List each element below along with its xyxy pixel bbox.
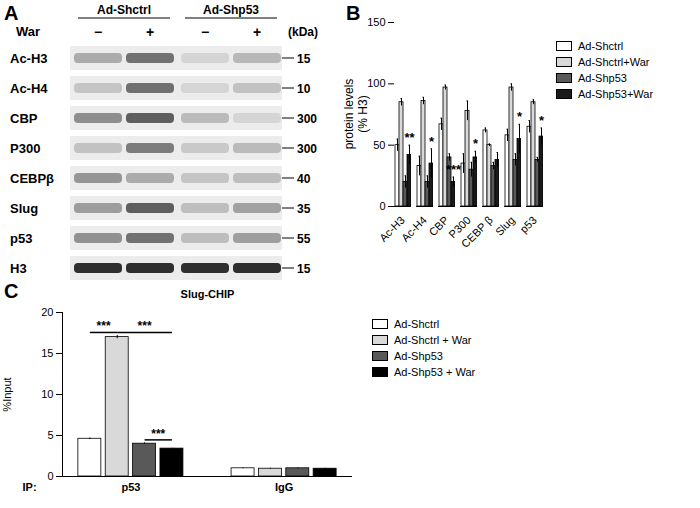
svg-text:40: 40 [297, 172, 311, 186]
svg-text:20: 20 [41, 306, 53, 318]
html-text:Ad-Shctrl+War: Ad-Shctrl+War [578, 56, 650, 68]
svg-text:−: − [201, 24, 209, 40]
svg-text:35: 35 [297, 202, 311, 216]
svg-text:*: * [473, 136, 479, 151]
svg-text:IgG: IgG [275, 481, 293, 493]
svg-text:100: 100 [367, 77, 385, 89]
svg-text:55: 55 [297, 232, 311, 246]
svg-text:Ad-Shp53: Ad-Shp53 [203, 3, 259, 17]
html-text:protein levels: protein levels [342, 78, 356, 150]
html-text:Ad-Shp53 + War: Ad-Shp53 + War [394, 366, 476, 378]
svg-text:p53: p53 [517, 214, 538, 235]
svg-text:0: 0 [379, 200, 385, 212]
svg-text:5: 5 [47, 429, 53, 441]
svg-text:300: 300 [297, 142, 317, 156]
svg-text:300: 300 [297, 112, 317, 126]
svg-text:Ac-H3: Ac-H3 [10, 51, 48, 66]
svg-text:***: *** [138, 319, 152, 333]
svg-text:15: 15 [297, 52, 311, 66]
svg-text:H3: H3 [10, 261, 27, 276]
svg-text:CBP: CBP [426, 214, 450, 238]
html-text:Ad-Shp53+War: Ad-Shp53+War [578, 88, 654, 100]
html-text:B: B [346, 2, 361, 24]
svg-text:Ac-H4: Ac-H4 [10, 81, 48, 96]
svg-text:10: 10 [41, 388, 53, 400]
html-text:Ad-Shp53: Ad-Shp53 [394, 350, 443, 362]
svg-text:CBP: CBP [10, 111, 38, 126]
svg-text:0: 0 [47, 470, 53, 482]
html-text:(% H3): (% H3) [356, 95, 370, 133]
svg-text:150: 150 [367, 16, 385, 28]
svg-text:Ad-Shctrl: Ad-Shctrl [97, 3, 151, 17]
svg-text:CEBPβ: CEBPβ [10, 171, 54, 186]
svg-text:15: 15 [297, 262, 311, 276]
svg-text:Slug-CHIP: Slug-CHIP [181, 288, 235, 300]
svg-text:(kDa): (kDa) [288, 25, 318, 39]
svg-text:IP:: IP: [23, 481, 37, 493]
html-text:Ad-Shctrl: Ad-Shctrl [394, 318, 440, 330]
html-text:C: C [4, 280, 19, 302]
svg-text:p53: p53 [10, 231, 32, 246]
svg-text:Slug: Slug [10, 201, 38, 216]
svg-text:**: ** [404, 130, 415, 145]
svg-text:p53: p53 [121, 481, 140, 493]
html-text:Ad-Shp53: Ad-Shp53 [578, 72, 627, 84]
svg-text:CEBP β: CEBP β [459, 214, 495, 250]
svg-text:P300: P300 [10, 141, 40, 156]
svg-text:***: *** [97, 319, 111, 333]
svg-text:10: 10 [297, 82, 311, 96]
html-text:Ad-Shctrl: Ad-Shctrl [578, 40, 624, 52]
svg-text:15: 15 [41, 347, 53, 359]
svg-text:***: *** [446, 162, 462, 177]
svg-text:War: War [16, 24, 40, 39]
svg-text:P300: P300 [446, 213, 473, 241]
html-text:Ad-Shctrl + War: Ad-Shctrl + War [394, 334, 472, 346]
svg-text:50: 50 [373, 139, 385, 151]
svg-text:+: + [146, 24, 154, 40]
html-text:A: A [4, 2, 19, 24]
svg-text:*: * [429, 134, 435, 149]
svg-text:*: * [539, 113, 545, 128]
svg-text:Ac-H4: Ac-H4 [399, 214, 429, 244]
svg-text:%Input: %Input [1, 377, 13, 411]
svg-text:Ac-H3: Ac-H3 [376, 213, 407, 244]
svg-text:*: * [517, 109, 523, 124]
svg-text:−: − [94, 24, 102, 40]
svg-text:Slug: Slug [493, 214, 517, 238]
svg-text:***: *** [151, 427, 165, 441]
svg-text:+: + [253, 24, 261, 40]
